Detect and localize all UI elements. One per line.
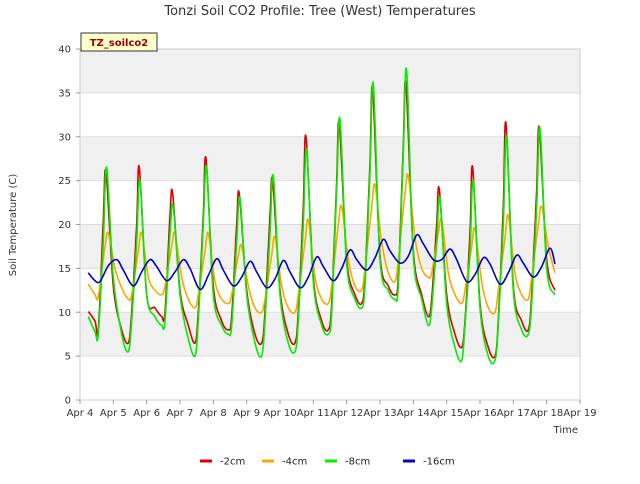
- legend-label: -2cm: [220, 457, 245, 468]
- x-tick-label: Apr 12: [330, 408, 363, 419]
- chart-title: Tonzi Soil CO2 Profile: Tree (West) Temp…: [163, 4, 476, 19]
- badge-box: [80, 32, 158, 52]
- y-axis: 0 5 10 15 20 25 30 35 40: [58, 45, 80, 407]
- y-axis-label: Soil Temperature (C): [8, 174, 19, 277]
- legend-label: -4cm: [282, 457, 307, 468]
- y-tick-label: 35: [58, 88, 71, 99]
- x-tick-label: Apr 4: [67, 408, 94, 419]
- x-tick-label: Apr 18: [530, 408, 563, 419]
- y-tick-label: 5: [65, 352, 71, 363]
- legend-label: -8cm: [345, 457, 370, 468]
- badge-label: TZ_soilco2: [90, 38, 149, 49]
- y-tick-label: 40: [58, 45, 71, 56]
- x-tick-label: Apr 16: [463, 408, 496, 419]
- y-tick-label: 0: [65, 396, 71, 407]
- series-layer: [87, 67, 556, 365]
- y-tick-label: 20: [58, 220, 71, 231]
- x-tick-label: Apr 10: [263, 408, 296, 419]
- y-tick-label: 10: [58, 308, 71, 319]
- x-tick-label: Apr 8: [200, 408, 227, 419]
- x-axis: Apr 4 Apr 5 Apr 6 Apr 7 Apr 8 Apr 9 Apr 10 Apr …: [67, 400, 597, 419]
- plot-band: [80, 136, 580, 181]
- x-tick-label: Apr 13: [363, 408, 396, 419]
- x-tick-label: Apr 15: [430, 408, 463, 419]
- series-line-3: [87, 67, 556, 365]
- plot-band: [80, 224, 580, 269]
- legend: -2cm -4cm -8cm -16cm: [200, 457, 455, 468]
- legend-label: -16cm: [423, 457, 455, 468]
- series-line-4: [87, 233, 556, 291]
- plot-band: [80, 49, 580, 93]
- plot-bands: [80, 49, 580, 357]
- x-tick-label: Apr 6: [133, 408, 160, 419]
- x-tick-label: Apr 19: [563, 408, 596, 419]
- x-tick-label: Apr 5: [100, 408, 127, 419]
- x-tick-label: Apr 17: [497, 408, 530, 419]
- x-tick-label: Apr 14: [397, 408, 430, 419]
- x-tick-label: Apr 9: [233, 408, 260, 419]
- x-tick-label: Apr 7: [167, 408, 194, 419]
- y-tick-label: 15: [58, 264, 71, 275]
- series-line-2: [87, 173, 556, 315]
- badge: TZ_soilco2: [80, 32, 158, 52]
- y-tick-label: 25: [58, 176, 71, 187]
- x-axis-label: Time: [553, 425, 578, 436]
- y-tick-label: 30: [58, 132, 71, 143]
- x-tick-label: Apr 11: [297, 408, 330, 419]
